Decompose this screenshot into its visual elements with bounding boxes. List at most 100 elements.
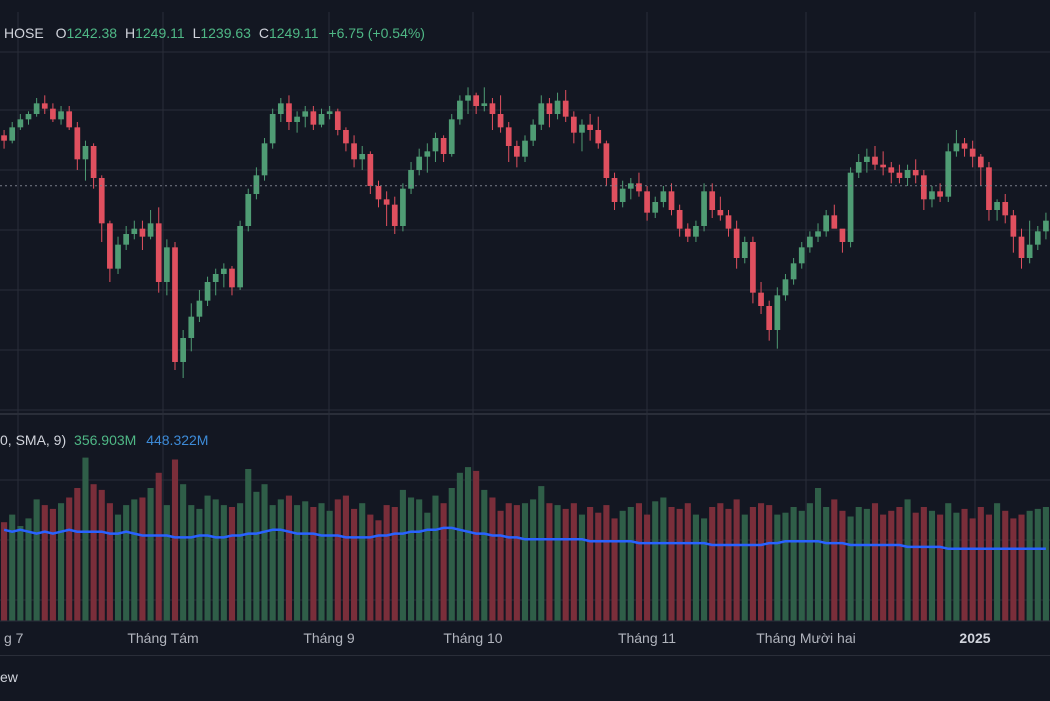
candle-body xyxy=(383,199,390,205)
candle-body xyxy=(318,114,325,125)
candle-body xyxy=(408,170,414,189)
candle-body xyxy=(693,226,699,237)
candle-body xyxy=(619,188,626,202)
candle-body xyxy=(636,183,642,192)
time-axis-label: Tháng 10 xyxy=(443,630,503,646)
volume-bar xyxy=(139,497,146,621)
volume-bar xyxy=(790,507,797,621)
volume-bar xyxy=(66,497,73,621)
volume-bar xyxy=(611,518,618,621)
candle-body xyxy=(774,295,781,330)
volume-bar xyxy=(554,505,561,621)
volume-bar xyxy=(188,505,195,621)
volume-bar xyxy=(41,505,48,621)
candlestick-series xyxy=(1,87,1049,378)
candle-body xyxy=(864,156,870,162)
volume-bar xyxy=(1018,514,1025,621)
volume-bar xyxy=(326,510,333,621)
volume-bar xyxy=(977,507,984,621)
candle-body xyxy=(74,127,81,160)
candle-body xyxy=(741,242,748,258)
candle-body xyxy=(147,223,154,237)
volume-bar xyxy=(180,484,187,621)
volume-bar xyxy=(717,503,724,621)
volume-bar xyxy=(481,489,488,621)
volume-bar xyxy=(766,505,773,621)
candle-body xyxy=(920,175,927,200)
bottom-toolbar-text[interactable]: ew xyxy=(0,669,18,685)
candle-body xyxy=(668,191,675,210)
candle-body xyxy=(595,130,602,144)
volume-bar xyxy=(806,503,813,621)
volume-bar xyxy=(530,499,537,621)
volume-bar xyxy=(245,469,252,621)
candle-body xyxy=(66,111,73,128)
volume-bar xyxy=(399,489,406,621)
volume-sma-line xyxy=(3,526,1046,551)
volume-bar xyxy=(106,503,113,621)
candle-body xyxy=(41,103,48,109)
candle-body xyxy=(660,191,667,202)
volume-bar xyxy=(375,520,382,621)
volume-bar xyxy=(220,505,227,621)
candle-body xyxy=(807,236,813,248)
volume-bar xyxy=(123,505,130,621)
candle-body xyxy=(522,140,528,157)
candle-body xyxy=(90,146,97,178)
volume-bar xyxy=(888,510,895,621)
volume-bar xyxy=(17,526,24,621)
volume-bar xyxy=(692,514,699,621)
candle-body xyxy=(115,244,121,269)
candle-body xyxy=(929,191,935,200)
candle-body xyxy=(912,170,919,176)
candle-body xyxy=(790,263,797,280)
candle-body xyxy=(969,148,976,157)
candle-body xyxy=(180,338,186,362)
volume-bar xyxy=(57,503,65,621)
volume-bar xyxy=(237,503,244,621)
volume-bar xyxy=(464,467,472,621)
candle-body xyxy=(1043,220,1049,232)
candle-body xyxy=(416,156,423,170)
candle-body xyxy=(505,127,512,146)
volume-bar xyxy=(985,514,993,621)
volume-bar xyxy=(351,508,358,621)
volume-bar xyxy=(814,488,822,621)
volume-bar xyxy=(880,514,887,621)
candle-body xyxy=(294,116,300,122)
volume-bar xyxy=(538,486,545,621)
candle-body xyxy=(587,124,593,130)
volume-bar xyxy=(456,472,463,621)
candle-body xyxy=(896,172,903,178)
candle-body xyxy=(343,130,349,144)
volume-bar xyxy=(668,507,675,621)
volume-bar xyxy=(310,507,317,621)
volume-bar xyxy=(928,510,936,621)
candle-body xyxy=(562,100,569,117)
legend-close-label: C xyxy=(258,25,269,41)
candle-body xyxy=(164,247,170,282)
candle-body xyxy=(9,127,16,141)
candle-body xyxy=(440,138,447,154)
volume-bar xyxy=(383,505,390,621)
candle-body xyxy=(107,223,113,269)
volume-bar xyxy=(82,457,89,621)
volume-bar xyxy=(863,508,870,621)
candle-body xyxy=(676,210,683,229)
candle-body xyxy=(204,282,211,301)
candle-body xyxy=(831,215,838,229)
candle-body xyxy=(1,135,7,141)
volume-bar xyxy=(171,459,179,621)
candle-body xyxy=(1002,202,1009,216)
volume-bar xyxy=(448,488,455,621)
volume-bar xyxy=(676,508,683,621)
candle-body xyxy=(530,124,536,141)
legend-open-label: O xyxy=(55,25,67,41)
volume-bar xyxy=(684,503,691,621)
candle-body xyxy=(220,268,227,274)
legend-low-label: L xyxy=(192,25,201,41)
candle-body xyxy=(302,111,309,117)
volume-bar xyxy=(212,499,219,621)
volume-bar xyxy=(163,505,170,621)
